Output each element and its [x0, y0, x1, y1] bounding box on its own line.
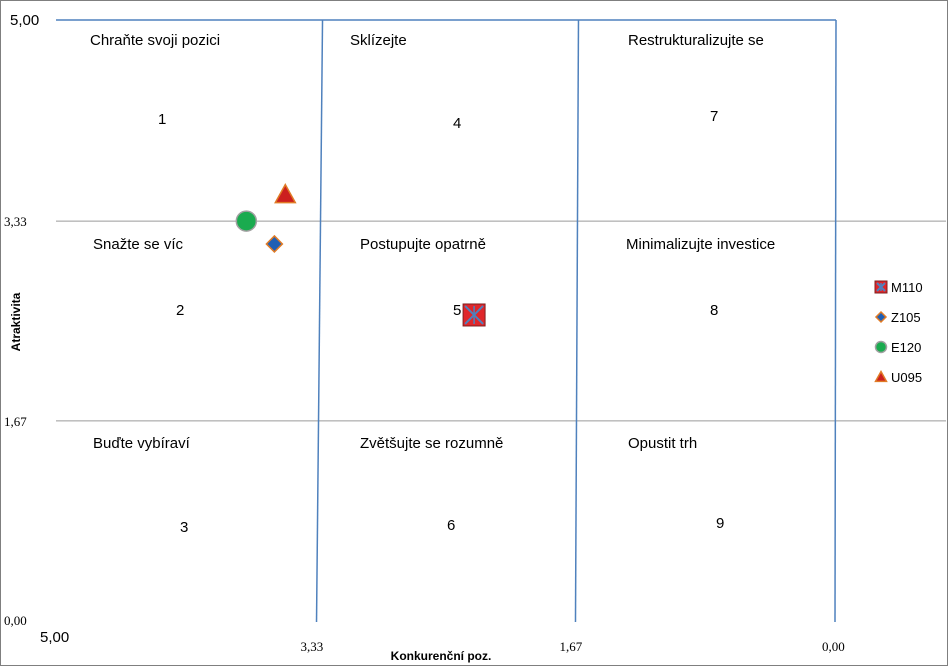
cell-number-2: 2: [176, 302, 184, 319]
legend-item-u095: U095: [874, 369, 922, 385]
cell-label-5: Postupujte opatrně: [360, 236, 486, 253]
matrix-cells: Chraňte svoji pozici 1 Snažte se víc 2 Buďte…: [90, 32, 775, 536]
data-points: [235, 183, 486, 327]
cell-number-8: 8: [710, 302, 718, 319]
point-z105: [265, 234, 284, 254]
legend-item-z105: Z105: [874, 310, 921, 325]
grid-lines: [56, 19, 946, 623]
y-tick-label: 0,00: [4, 613, 27, 628]
marker-u095: [274, 183, 297, 204]
cell-number-1: 1: [158, 111, 166, 128]
cell-label-6: Zvětšujte se rozumně: [360, 435, 503, 452]
cell-label-8: Minimalizujte investice: [626, 236, 775, 253]
legend-marker-u095: [874, 369, 888, 383]
legend-label-u095: U095: [891, 370, 922, 385]
v-grid-line: [315, 19, 324, 623]
cell-number-5: 5: [453, 302, 461, 319]
v-grid-line: [574, 19, 580, 623]
legend-label-z105: Z105: [891, 310, 921, 325]
legend-item-m110: M110: [874, 280, 923, 295]
cell-number-9: 9: [716, 515, 724, 532]
legend-marker-z105: [874, 310, 888, 324]
v-grid-line: [834, 19, 837, 623]
cell-label-4: Sklízejte: [350, 32, 407, 49]
legend-marker-e120: [874, 340, 888, 354]
point-e120: [235, 210, 258, 232]
legend-item-e120: E120: [874, 340, 921, 355]
point-m110: [462, 303, 486, 327]
x-tick-label: 0,00: [822, 639, 845, 654]
legend-label-m110: M110: [891, 280, 923, 295]
x-tick-label: 5,00: [40, 629, 69, 646]
point-u095: [274, 183, 297, 204]
cell-label-1: Chraňte svoji pozici: [90, 32, 220, 49]
cell-label-2: Snažte se víc: [93, 236, 184, 253]
y-tick-label: 5,00: [10, 12, 39, 29]
cell-label-7: Restrukturalizujte se: [628, 32, 764, 49]
legend: M110 Z105 E120 U095: [874, 280, 923, 385]
tick-labels: 0,00 1,67 3,33 5,00 5,00 3,33 1,67 0,00: [4, 12, 845, 654]
cell-number-4: 4: [453, 115, 461, 132]
y-tick-label: 3,33: [4, 214, 27, 229]
x-tick-label: 3,33: [301, 639, 324, 654]
x-tick-label: 1,67: [559, 639, 582, 654]
cell-label-9: Opustit trh: [628, 435, 697, 452]
cell-number-3: 3: [180, 519, 188, 536]
y-axis-title: Atraktivita: [9, 292, 23, 351]
cell-number-6: 6: [447, 517, 455, 534]
x-axis-title: Konkurenční poz.: [391, 649, 492, 663]
marker-z105: [265, 234, 284, 254]
marker-e120: [235, 210, 258, 232]
y-tick-label: 1,67: [4, 414, 27, 429]
cell-label-3: Buďte vybíraví: [93, 435, 191, 452]
cell-number-7: 7: [710, 108, 718, 125]
legend-label-e120: E120: [891, 340, 921, 355]
